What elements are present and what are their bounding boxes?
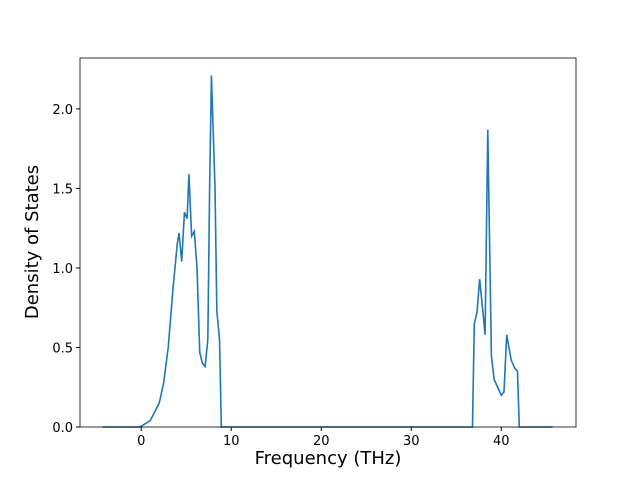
x-tick-label: 10 (223, 434, 240, 449)
x-tick-label: 30 (403, 434, 420, 449)
plot-frame (79, 57, 577, 428)
x-axis-label: Frequency (THz) (255, 448, 402, 469)
y-axis-label: Density of States (22, 165, 43, 319)
line-series (102, 75, 553, 428)
y-tick-label: 0.0 (52, 421, 73, 436)
x-tick-label: 40 (493, 434, 510, 449)
x-tick-label: 0 (137, 434, 145, 449)
y-tick-label: 1.5 (52, 182, 73, 197)
y-tick-label: 0.5 (52, 341, 73, 356)
y-tick-label: 2.0 (52, 103, 73, 118)
x-tick-label: 20 (313, 434, 330, 449)
y-tick-label: 1.0 (52, 262, 73, 277)
